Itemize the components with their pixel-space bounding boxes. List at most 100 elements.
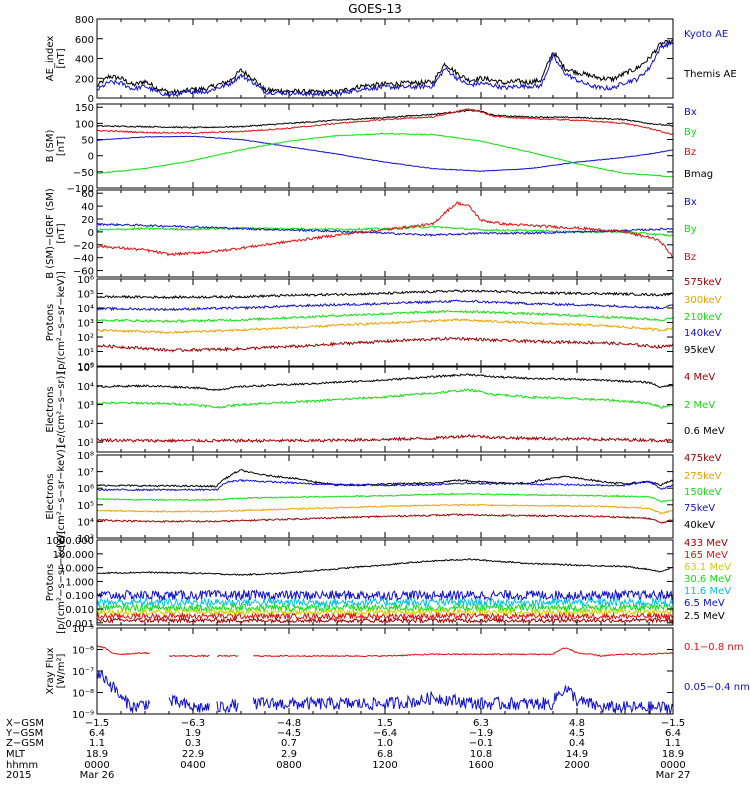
y-tick-label: 0.100 (65, 591, 94, 602)
panel-electrons_kev: 10³ 10⁴ 10⁵ 10⁶ 10⁷ 10⁸ Electrons [e/(cm²−s−sr−… (45, 445, 722, 548)
legend-entry: Kyoto AE (684, 29, 728, 40)
y-tick-label: 150 (75, 103, 94, 114)
legend-entry: By (684, 127, 697, 138)
series-protons-0 (97, 289, 673, 300)
panel-frame (96, 189, 674, 278)
series-protons_mev-0 (97, 558, 673, 577)
y-tick-label: 10² (77, 419, 94, 430)
legend-entry: 165 MeV (684, 550, 728, 561)
legend-entry: 4 MeV (684, 372, 715, 383)
orbit-value: −6.3 (181, 718, 205, 729)
legend-entry: By (684, 224, 697, 235)
y-axis-label: Protons (45, 564, 56, 601)
y-tick-label: 10⁰ (77, 362, 94, 373)
orbit-value: 2000 (564, 760, 589, 771)
y-tick-label: −40 (73, 254, 94, 265)
y-axis-unit: [p/(cm²−s−sr−keV)] (56, 531, 67, 634)
y-tick-label: 10³ (77, 319, 94, 330)
y-tick-label: 10⁻⁶ (72, 646, 94, 657)
legend-entry: Bz (684, 147, 696, 158)
legend-entry: 0.1−0.8 nm (684, 642, 743, 653)
orbit-value: 0.3 (185, 738, 201, 749)
y-tick-label: 400 (75, 55, 94, 66)
series-b-3 (97, 108, 673, 136)
orbit-row-label: X−GSM (6, 718, 44, 729)
y-tick-label: 0.010 (65, 605, 94, 616)
panel-frame (96, 454, 674, 539)
legend-entry: 433 MeV (684, 538, 728, 549)
series-protons_mev-4 (97, 607, 673, 617)
legend-entry: 6.5 MeV (684, 598, 725, 609)
series-db-2 (97, 201, 673, 258)
y-tick-label: 200 (75, 74, 94, 85)
legend-entry: Bx (684, 107, 697, 118)
panel-ae: 0 200 400 600 800 AE_index [nT] Kyoto AE Themis … (45, 15, 737, 105)
orbit-value: 4.5 (569, 728, 585, 739)
orbit-value: 18.9 (86, 749, 108, 760)
y-axis-label: AE_index (45, 36, 56, 82)
y-tick-label: 10⁵ (77, 363, 94, 374)
orbit-row-label: hhmm (6, 760, 38, 771)
y-tick-label: 20 (81, 215, 94, 226)
y-tick-label: 10⁶ (77, 484, 94, 495)
y-tick-label: 10⁷ (77, 468, 94, 479)
y-axis-unit: [W/m²] (56, 653, 67, 688)
orbit-value: 1.9 (185, 728, 201, 739)
y-tick-label: 0 (88, 228, 94, 239)
legend-entry: Bmag (684, 169, 713, 180)
y-tick-label: 800 (75, 15, 94, 26)
series-db-1 (97, 222, 673, 238)
y-tick-label: 1000.000 (46, 536, 94, 547)
orbit-row-label: 2015 (6, 770, 31, 781)
series-protons-4 (97, 336, 673, 353)
series-xray-0 (97, 645, 673, 658)
y-axis-label: Protons (45, 304, 56, 341)
y-axis-label: Electrons (45, 473, 56, 519)
legend-entry: 275keV (684, 471, 722, 482)
panel-xray: 10⁻⁹ 10⁻⁸ 10⁻⁷ 10⁻⁶ 10⁻⁵ Xray Flux [W/m²] 0.1−0… (45, 624, 750, 721)
y-tick-label: 10⁻⁷ (72, 667, 94, 678)
orbit-row-label: MLT (6, 749, 26, 760)
legend-entry: 95keV (684, 345, 715, 356)
y-tick-label: 40 (81, 202, 94, 213)
y-tick-label: −60 (73, 267, 94, 278)
series-electrons_kev-3 (97, 503, 673, 515)
orbit-value: 1.1 (89, 738, 105, 749)
series-electrons_mev-1 (97, 388, 673, 409)
series-ae-1 (97, 40, 673, 98)
y-tick-label: 100.000 (53, 550, 94, 561)
legend-entry: 11.6 MeV (684, 586, 731, 597)
orbit-row-label: Z−GSM (6, 738, 44, 749)
series-electrons_mev-2 (97, 433, 673, 444)
y-tick-label: 10⁻⁸ (72, 689, 94, 700)
orbit-value: Mar 27 (656, 770, 691, 781)
y-tick-label: 10.000 (59, 564, 94, 575)
series-electrons_kev-2 (97, 492, 673, 503)
series-electrons_kev-0 (97, 469, 673, 488)
orbit-value: −6.4 (373, 728, 397, 739)
orbit-value: −0.1 (469, 738, 493, 749)
orbit-value: 18.9 (662, 749, 684, 760)
orbit-value: 0000 (84, 760, 109, 771)
series-protons-2 (97, 310, 673, 324)
y-tick-label: 10³ (77, 401, 94, 412)
y-axis-unit: [nT] (56, 48, 67, 68)
orbit-value: 1600 (468, 760, 493, 771)
orbit-value: 2.9 (281, 749, 297, 760)
series-electrons_kev-4 (97, 513, 673, 524)
y-tick-label: 10¹ (77, 438, 94, 449)
y-tick-label: 10³ (77, 534, 94, 545)
legend-entry: 75keV (684, 503, 715, 514)
orbit-value: 0800 (276, 760, 301, 771)
panel-db: −60 −40 −20 0 20 40 60 B (SM)−IGRF (SM) [nT] Bx By… (45, 188, 697, 279)
panel-frame (96, 18, 674, 99)
series-protons-3 (97, 318, 673, 335)
orbit-value: 14.9 (566, 749, 588, 760)
panel-electrons_mev: 10¹ 10² 10³ 10⁴ 10⁵ Electrons [e/(cm²−s−sr)] 4 … (45, 363, 725, 453)
series-b-1 (97, 135, 673, 173)
series-xray-1 (97, 670, 673, 714)
panel-protons: 10⁰ 10¹ 10² 10³ 10⁴ 10⁵ 10⁶ Protons [p/(cm²−s−sr… (45, 271, 722, 374)
y-axis-unit: [nT] (56, 223, 67, 243)
y-tick-label: 0 (88, 152, 94, 163)
